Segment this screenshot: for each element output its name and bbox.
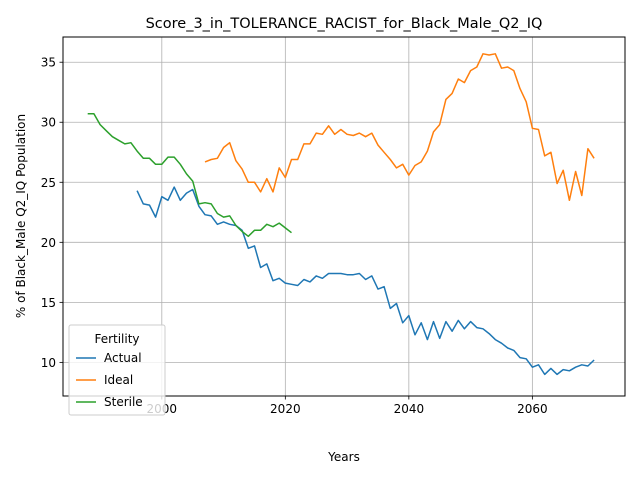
y-tick-label: 10 <box>41 356 56 370</box>
y-tick-label: 30 <box>41 116 56 130</box>
y-tick-label: 25 <box>41 176 56 190</box>
series-line-sterile <box>87 113 292 238</box>
series-line-actual <box>136 186 595 376</box>
x-tick-label: 2060 <box>517 402 548 416</box>
x-axis-title: Years <box>327 450 360 464</box>
y-tick-label: 20 <box>41 236 56 250</box>
legend-title: Fertility <box>94 332 139 346</box>
legend-box <box>68 324 166 416</box>
legend-label-actual: Actual <box>104 351 142 365</box>
plot-frame <box>62 36 626 397</box>
x-tick-label: 2040 <box>394 402 425 416</box>
series-line-ideal <box>204 53 595 202</box>
ticks: 2000202020402060101520253035 <box>41 56 548 416</box>
legend-label-ideal: Ideal <box>104 373 133 387</box>
y-tick-label: 15 <box>41 296 56 310</box>
chart-title: Score_3_in_TOLERANCE_RACIST_for_Black_Ma… <box>146 16 543 32</box>
series-layer <box>87 53 595 376</box>
legend-label-sterile: Sterile <box>104 395 143 409</box>
legend: Fertility Actual Ideal Sterile <box>68 324 166 416</box>
y-tick-label: 35 <box>41 56 56 70</box>
x-tick-label: 2020 <box>270 402 301 416</box>
grid <box>63 37 625 396</box>
y-axis-title: % of Black_Male Q2_IQ Population <box>14 114 28 318</box>
